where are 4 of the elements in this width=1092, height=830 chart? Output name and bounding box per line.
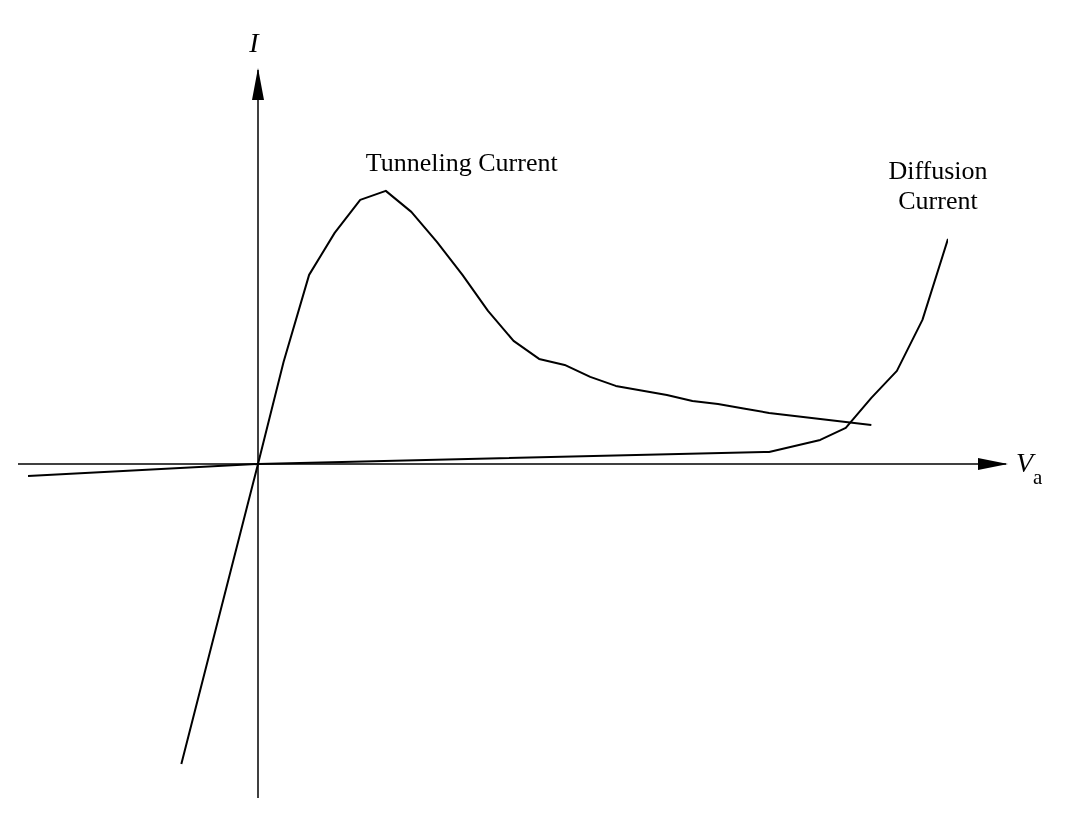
series-label: Diffusion Current <box>888 155 988 215</box>
y-axis-title: I <box>248 27 261 58</box>
x-axis-title: V$_{a}$ <box>1016 446 1044 489</box>
series-label: Tunneling Current <box>365 147 559 177</box>
